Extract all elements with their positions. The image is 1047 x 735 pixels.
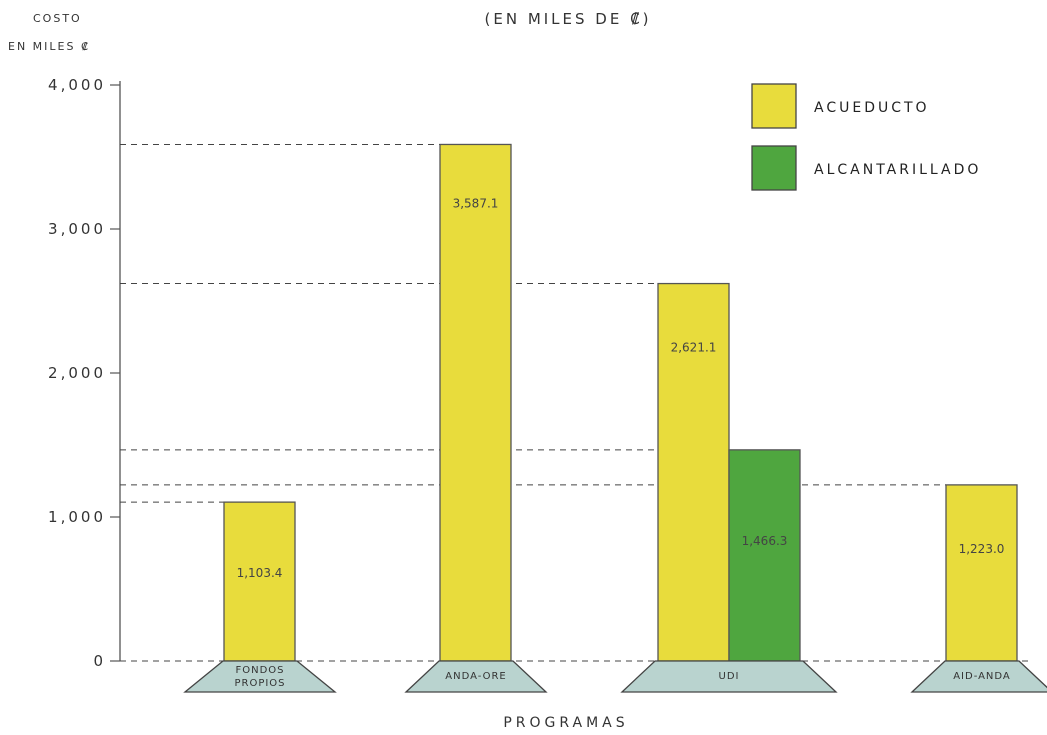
bar: [439, 143, 512, 662]
y-tick-label: 2,000: [48, 364, 106, 382]
y-tick-label: 1,000: [48, 508, 106, 526]
bar-value-label: 1,466.3: [742, 534, 788, 548]
bar: [223, 501, 296, 662]
y-axis-title-line1: COSTO: [33, 12, 82, 25]
category-label: FONDOS PROPIOS: [234, 665, 285, 689]
legend-swatch: [751, 145, 797, 191]
y-tick-label: 4,000: [48, 76, 106, 94]
legend-label: ACUEDUCTO: [814, 100, 930, 116]
category-label: AID-ANDA: [953, 671, 1011, 682]
category-base: [910, 660, 1047, 693]
legend-swatch: [751, 83, 797, 129]
category-base: [620, 660, 838, 693]
legend-label: ALCANTARILLADO: [814, 162, 981, 178]
bar-value-label: 1,223.0: [959, 542, 1005, 556]
y-tick-label: 0: [93, 652, 106, 670]
bar-value-label: 2,621.1: [671, 341, 717, 355]
x-axis-title: PROGRAMAS: [503, 715, 628, 731]
category-base: [183, 660, 337, 693]
bar-value-label: 1,103.4: [237, 566, 283, 580]
bar-value-label: 3,587.1: [453, 196, 499, 210]
category-base: [404, 660, 548, 693]
y-tick-label: 3,000: [48, 220, 106, 238]
bar: [945, 484, 1018, 662]
y-axis-title-line2: EN MILES ₡: [8, 40, 90, 53]
chart-title: (EN MILES DE ₡): [485, 10, 652, 28]
category-label: ANDA-ORE: [445, 671, 507, 682]
category-label: UDI: [719, 671, 740, 682]
bar: [728, 449, 801, 662]
